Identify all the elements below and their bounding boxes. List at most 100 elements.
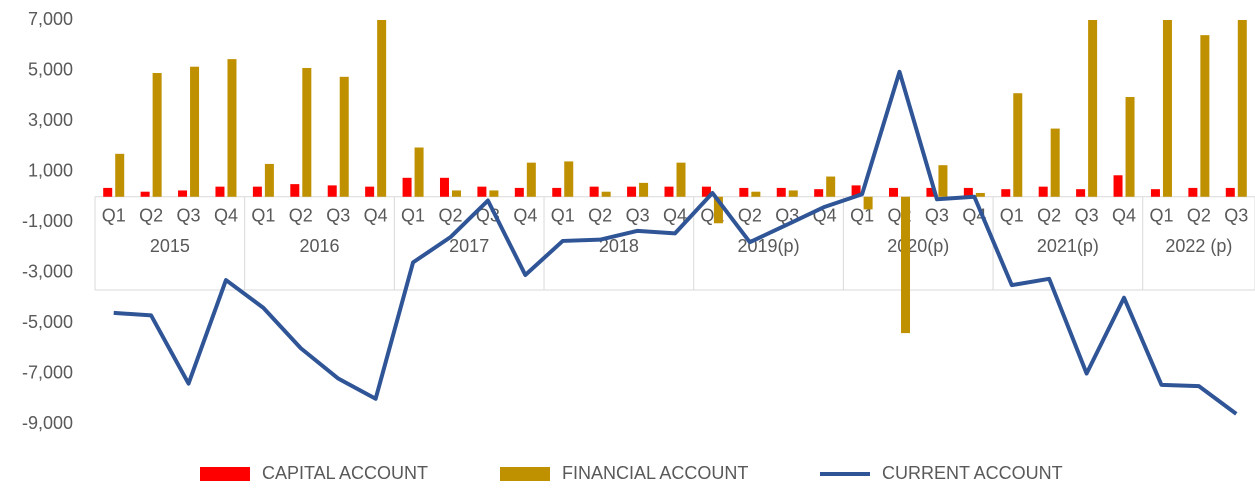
bar [526,162,536,197]
bar [1225,187,1235,197]
bar [639,182,649,197]
bar [1113,175,1123,197]
bar [365,186,375,197]
bar [227,59,237,197]
legend-label: FINANCIAL ACCOUNT [562,463,748,483]
bar [215,186,225,197]
group-label: 2022 (p) [1165,236,1232,256]
bar [103,187,113,197]
y-tick-label: 5,000 [28,59,73,79]
x-tick-label: Q4 [214,206,238,226]
bar [1001,189,1011,197]
bar [477,186,487,197]
legend-swatch [500,467,550,481]
group-label: 2015 [150,236,190,256]
legend-label: CURRENT ACCOUNT [882,463,1063,483]
x-tick-label: Q4 [663,206,687,226]
group-label: 2017 [449,236,489,256]
bar [1076,189,1086,197]
bar [264,163,274,197]
legend-swatch [200,467,250,481]
bar [739,187,749,197]
x-tick-label: Q4 [1112,206,1136,226]
x-tick-label: Q2 [289,206,313,226]
bar [788,190,798,197]
x-tick-label: Q3 [925,206,949,226]
y-tick-label: -3,000 [22,261,73,281]
x-tick-label: Q1 [850,206,874,226]
bar [751,191,761,197]
x-tick-label: Q3 [326,206,350,226]
bar [589,186,599,197]
bar [1125,97,1135,197]
bar [552,187,562,197]
bar [140,191,150,197]
y-tick-label: -7,000 [22,362,73,382]
bar [627,186,637,197]
bar [776,187,786,197]
bar [302,67,312,197]
x-tick-label: Q2 [588,206,612,226]
bar [1050,128,1060,197]
y-tick-label: -1,000 [22,211,73,231]
bar [851,185,861,197]
bar [975,192,985,197]
bar [514,187,524,197]
bar [489,190,499,197]
x-tick-label: Q1 [251,206,275,226]
bar [664,186,674,197]
x-tick-label: Q1 [102,206,126,226]
bar [601,191,611,197]
x-tick-label: Q1 [1000,206,1024,226]
line [113,69,1238,416]
x-tick-label: Q3 [177,206,201,226]
x-tick-label: Q4 [364,206,388,226]
bar [676,162,686,197]
x-tick-label: Q2 [1037,206,1061,226]
y-tick-label: -5,000 [22,312,73,332]
bar [713,196,723,224]
bar [115,153,125,197]
x-tick-label: Q3 [1075,206,1099,226]
bar [451,190,461,197]
x-tick-label: Q3 [1224,206,1248,226]
x-tick-label: Q1 [551,206,575,226]
bar [814,189,824,197]
x-tick-label: Q2 [1187,206,1211,226]
bar [863,196,873,210]
y-tick-label: 7,000 [28,9,73,29]
bar [377,20,387,197]
group-label: 2020(p) [887,236,949,256]
bar [564,161,574,197]
bar [901,196,911,334]
x-tick-label: Q2 [738,206,762,226]
bar [402,177,412,197]
bar [327,185,337,197]
x-tick-label: Q4 [513,206,537,226]
bar [290,184,300,197]
bar [701,186,711,197]
y-tick-label: -9,000 [22,413,73,433]
bar [963,187,973,197]
x-tick-label: Q1 [401,206,425,226]
bar [252,186,262,197]
bar [926,187,936,197]
bar [889,187,899,197]
bar [1013,93,1023,197]
y-tick-label: 1,000 [28,160,73,180]
x-tick-label: Q2 [438,206,462,226]
bar [339,76,349,197]
bar [938,165,948,197]
y-tick-label: 3,000 [28,110,73,130]
x-tick-label: Q2 [139,206,163,226]
bar [1162,20,1172,197]
bar [1150,189,1160,197]
bar [1038,186,1048,197]
bar [826,176,836,197]
bar [1088,20,1098,197]
legend-label: CAPITAL ACCOUNT [262,463,428,483]
bar [152,73,162,197]
bar [1200,35,1210,197]
bar [190,66,200,197]
